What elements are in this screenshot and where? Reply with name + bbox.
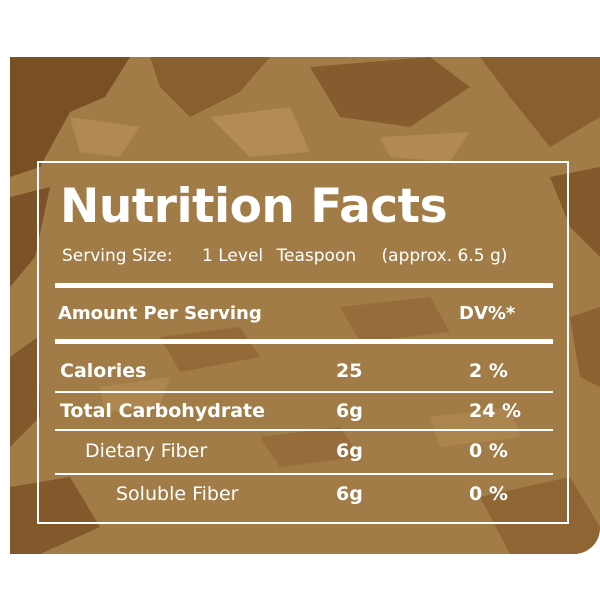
serving-size-label: Serving Size: xyxy=(62,246,173,266)
row-amount-soluble-fiber: 6g xyxy=(336,483,363,505)
row-amount-total-carbohydrate: 6g xyxy=(336,400,363,422)
nutrition-label: Nutrition Facts Serving Size: 1 Level Te… xyxy=(37,161,569,524)
serving-size-unit: Teaspoon xyxy=(276,246,357,266)
row-dv-calories: 2 % xyxy=(469,360,508,382)
row-dv-soluble-fiber: 0 % xyxy=(469,483,508,505)
row-name-dietary-fiber: Dietary Fiber xyxy=(85,440,208,462)
nutrition-facts-title: Nutrition Facts xyxy=(60,179,448,234)
divider xyxy=(55,391,553,393)
divider xyxy=(55,473,553,475)
textured-background xyxy=(10,57,600,554)
row-dv-dietary-fiber: 0 % xyxy=(469,440,508,462)
row-name-soluble-fiber: Soluble Fiber xyxy=(116,483,239,505)
serving-size: Serving Size: 1 Level Teaspoon (approx. … xyxy=(62,246,507,266)
divider-thick xyxy=(55,283,553,288)
row-name-total-carbohydrate: Total Carbohydrate xyxy=(60,400,265,422)
row-amount-dietary-fiber: 6g xyxy=(336,440,363,462)
divider-thick xyxy=(55,339,553,344)
row-amount-calories: 25 xyxy=(336,360,363,382)
divider xyxy=(55,429,553,431)
serving-size-amount: 1 Level xyxy=(202,246,264,266)
serving-size-approx: (approx. 6.5 g) xyxy=(381,246,508,266)
amount-per-serving-header: Amount Per Serving xyxy=(58,303,262,324)
nutrition-panel xyxy=(10,57,600,554)
row-name-calories: Calories xyxy=(60,360,147,382)
row-dv-total-carbohydrate: 24 % xyxy=(469,400,522,422)
dv-header: DV%* xyxy=(459,303,516,324)
